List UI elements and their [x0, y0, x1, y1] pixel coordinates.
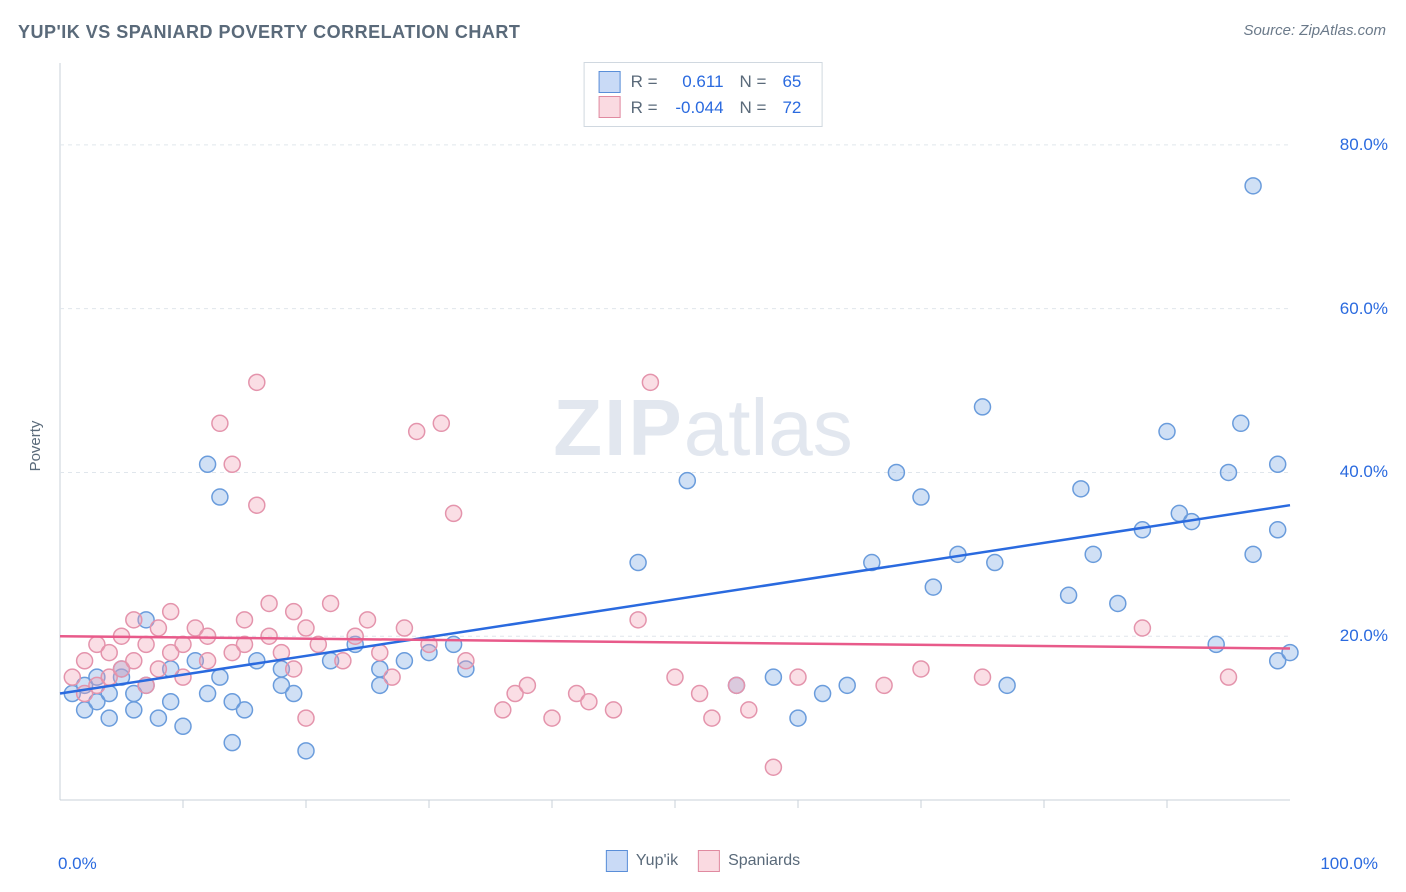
- stats-row-spaniards: R = -0.044 N = 72: [599, 95, 808, 121]
- n-label: N =: [740, 69, 767, 95]
- n-value-yupik: 65: [776, 69, 807, 95]
- legend-item-yupik: Yup'ik: [606, 850, 678, 872]
- swatch-pink-icon: [599, 96, 621, 118]
- r-value-yupik: 0.611: [668, 69, 730, 95]
- stats-row-yupik: R = 0.611 N = 65: [599, 69, 808, 95]
- source-credit: Source: ZipAtlas.com: [1243, 22, 1386, 39]
- legend-item-spaniards: Spaniards: [698, 850, 800, 872]
- stats-legend-box: R = 0.611 N = 65 R = -0.044 N = 72: [584, 62, 823, 127]
- swatch-pink-icon: [698, 850, 720, 872]
- r-value-spaniards: -0.044: [668, 95, 730, 121]
- bottom-legend: Yup'ik Spaniards: [606, 850, 800, 872]
- y-axis-tick: 60.0%: [1340, 299, 1388, 319]
- r-label: R =: [631, 69, 658, 95]
- n-value-spaniards: 72: [776, 95, 807, 121]
- legend-label-yupik: Yup'ik: [636, 852, 678, 870]
- y-axis-tick: 20.0%: [1340, 626, 1388, 646]
- r-label: R =: [631, 95, 658, 121]
- y-axis-label: Poverty: [27, 421, 44, 472]
- scatter-plot: [50, 55, 1350, 840]
- chart-title: YUP'IK VS SPANIARD POVERTY CORRELATION C…: [18, 22, 520, 43]
- x-axis-max: 100.0%: [1320, 854, 1378, 874]
- x-axis-min: 0.0%: [58, 854, 97, 874]
- swatch-blue-icon: [606, 850, 628, 872]
- y-axis-tick: 80.0%: [1340, 135, 1388, 155]
- y-axis-tick: 40.0%: [1340, 462, 1388, 482]
- n-label: N =: [740, 95, 767, 121]
- legend-label-spaniards: Spaniards: [728, 852, 800, 870]
- swatch-blue-icon: [599, 71, 621, 93]
